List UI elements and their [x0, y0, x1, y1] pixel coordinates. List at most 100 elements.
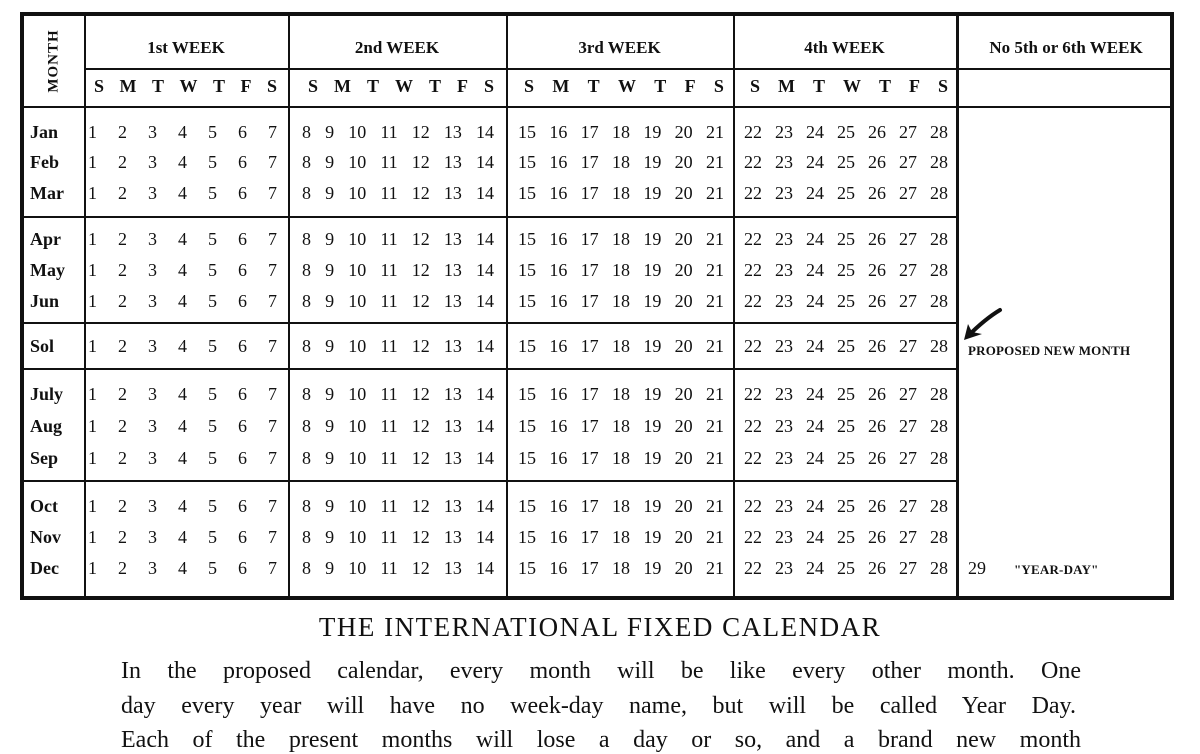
day-number: 27 [899, 122, 917, 142]
day-row: 15 16 17 18 19 20 21 [518, 448, 724, 469]
weekday-letter: F [684, 76, 696, 96]
day-number: 9 [325, 527, 335, 547]
day-number: 5 [208, 448, 217, 468]
day-number: 27 [899, 384, 917, 404]
day-number: 12 [411, 496, 430, 516]
day-number: 17 [580, 336, 599, 356]
day-number: 18 [611, 496, 630, 516]
weekday-letter: S [266, 76, 277, 96]
day-row: 15 16 17 18 19 20 21 [518, 260, 724, 281]
day-number: 12 [411, 152, 430, 172]
day-number: 9 [325, 122, 335, 142]
day-number: 10 [348, 291, 367, 311]
day-number: 9 [325, 416, 335, 436]
day-row: 15 16 17 18 19 20 21 [518, 229, 724, 250]
day-row: 15 16 17 18 19 20 21 [518, 527, 724, 548]
day-number: 8 [302, 416, 311, 436]
day-number: 6 [238, 416, 247, 436]
day-number: 3 [148, 384, 157, 404]
month-label: Oct [30, 496, 58, 516]
day-number: 9 [325, 558, 335, 578]
weekday-letter: M [778, 76, 795, 96]
weekday-letter: T [212, 76, 225, 96]
day-number: 21 [705, 496, 724, 516]
day-number: 26 [868, 229, 886, 249]
paragraph-line-3: Each of the present months will lose a d… [121, 727, 1081, 753]
day-number: 13 [443, 448, 462, 468]
day-number: 21 [705, 229, 724, 249]
day-row: 15 16 17 18 19 20 21 [518, 496, 724, 517]
day-number: 6 [238, 336, 247, 356]
day-number: 21 [705, 260, 724, 280]
day-row: 1 2 3 4 5 6 7 [88, 183, 277, 204]
day-number: 12 [411, 229, 430, 249]
day-number: 26 [868, 291, 886, 311]
day-number: 21 [705, 291, 724, 311]
weekday-letter: M [552, 76, 570, 96]
day-number: 21 [705, 152, 724, 172]
day-number: 22 [744, 291, 762, 311]
weekday-letter: S [94, 76, 105, 96]
day-number: 19 [643, 527, 662, 547]
weekday-letter: F [456, 76, 468, 96]
day-number: 17 [580, 527, 599, 547]
day-number: 14 [476, 183, 494, 203]
day-number: 3 [148, 336, 157, 356]
day-number: 27 [899, 336, 917, 356]
day-number: 16 [549, 558, 568, 578]
day-number: 17 [580, 152, 599, 172]
day-number: 18 [611, 384, 630, 404]
day-number: 14 [476, 384, 494, 404]
day-number: 20 [674, 416, 693, 436]
day-number: 22 [744, 416, 762, 436]
day-number: 13 [443, 291, 462, 311]
day-number: 6 [238, 527, 247, 547]
day-number: 5 [208, 336, 217, 356]
day-number: 20 [674, 384, 693, 404]
day-number: 6 [238, 291, 247, 311]
day-number: 4 [178, 122, 187, 142]
day-number: 18 [611, 336, 630, 356]
weekday-letter: T [654, 76, 667, 96]
weekday-letter: M [334, 76, 351, 96]
day-number: 16 [549, 122, 568, 142]
day-number: 10 [348, 152, 367, 172]
day-number: 7 [268, 152, 277, 172]
day-number: 10 [348, 416, 367, 436]
day-number: 22 [744, 122, 762, 142]
weekday-letter: S [750, 76, 761, 96]
weekday-letter: T [151, 76, 164, 96]
day-number: 23 [775, 496, 793, 516]
day-row: 22 23 24 25 26 27 28 [744, 496, 948, 517]
day-number: 24 [806, 229, 824, 249]
day-number: 10 [348, 229, 367, 249]
day-number: 15 [518, 260, 536, 280]
month-label: Apr [30, 229, 61, 249]
day-number: 18 [611, 229, 630, 249]
day-number: 9 [325, 260, 335, 280]
day-row: 8 9 10 11 12 13 14 [302, 384, 494, 405]
day-number: 16 [549, 183, 568, 203]
day-number: 2 [118, 122, 127, 142]
day-number: 12 [411, 448, 430, 468]
day-number: 2 [118, 183, 127, 203]
week-title: 3rd WEEK [578, 38, 661, 57]
day-number: 22 [744, 152, 762, 172]
day-row: 22 23 24 25 26 27 28 [744, 448, 948, 469]
day-number: 7 [268, 558, 277, 578]
day-number: 10 [348, 336, 367, 356]
day-number: 3 [148, 229, 157, 249]
day-number: 18 [611, 558, 630, 578]
day-number: 13 [443, 152, 462, 172]
day-number: 20 [674, 229, 693, 249]
day-row: 8 9 10 11 12 13 14 [302, 260, 494, 281]
day-number: 24 [806, 527, 824, 547]
group-divider [24, 216, 958, 218]
day-number: 2 [118, 416, 127, 436]
day-number: 27 [899, 416, 917, 436]
day-number: 16 [549, 496, 568, 516]
weekday-letter: S [524, 76, 535, 96]
day-number: 28 [930, 229, 948, 249]
month-label: May [30, 260, 65, 280]
day-number: 26 [868, 496, 886, 516]
